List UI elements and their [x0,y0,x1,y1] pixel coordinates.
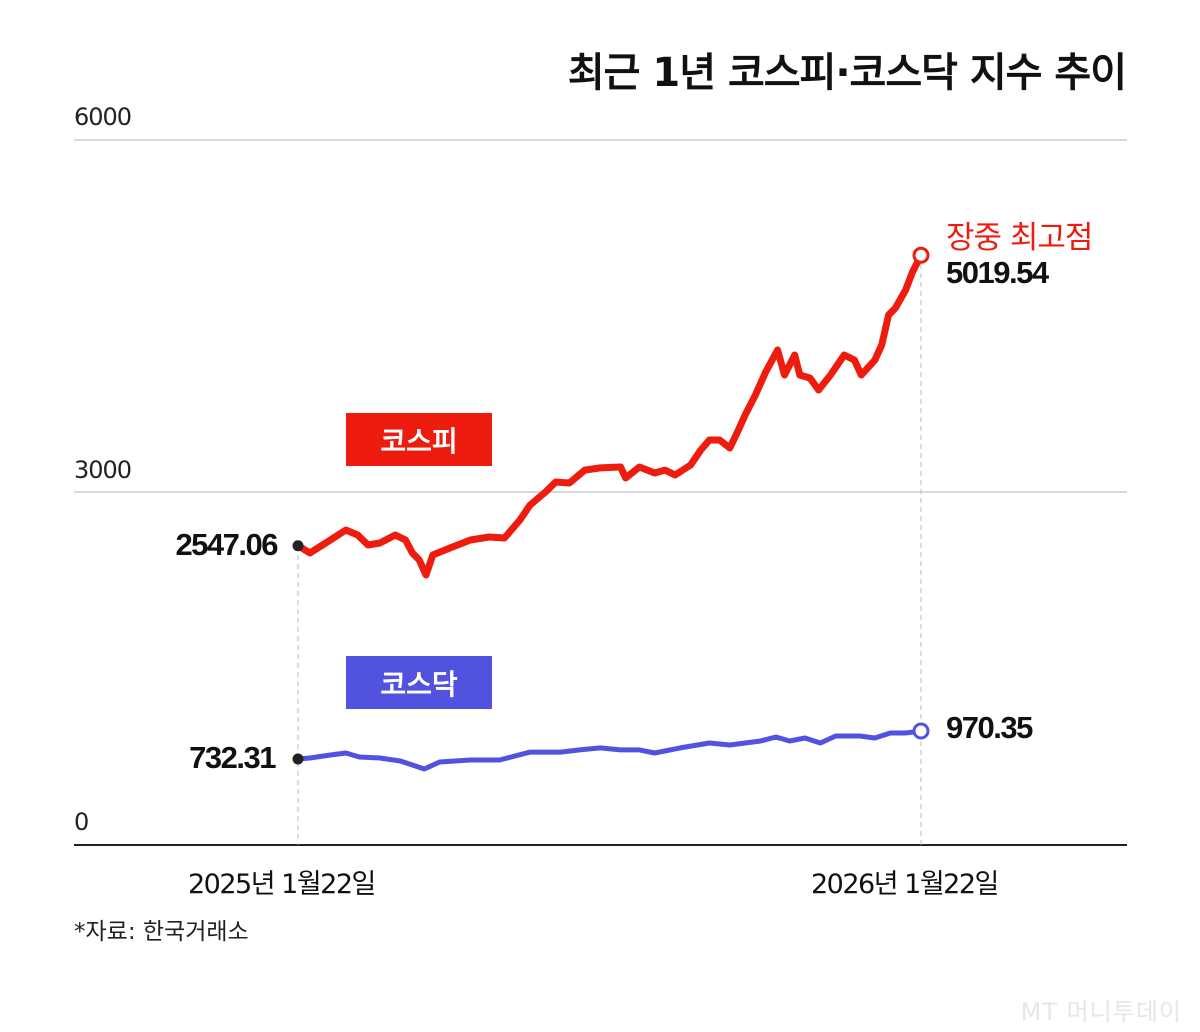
kospi-start-label: 2547.06 [175,527,278,562]
kosdaq-start-point [292,753,304,765]
legend-kospi: 코스피 [346,413,492,466]
kosdaq-line [295,728,924,772]
legend-kosdaq: 코스닥 [346,656,492,709]
kospi-start-point [292,540,304,552]
x-tick-start: 2025년 1월22일 [188,869,376,900]
kosdaq-start-label: 732.31 [189,740,276,775]
x-tick-end: 2026년 1월22일 [811,869,999,900]
y-tick-0: 0 [74,808,89,836]
peak-annotation: 장중 최고점 [946,220,1093,256]
y-tick-3000: 3000 [74,456,132,484]
kospi-line [294,251,925,579]
kosdaq-end-label: 970.35 [946,710,1033,745]
kospi-end-point [912,246,930,264]
y-tick-6000: 6000 [74,103,132,131]
kospi-end-label: 5019.54 [946,255,1049,290]
logo: MT 머니투데이 [1020,998,1182,1026]
kosdaq-end-point [912,722,930,740]
source-note: *자료: 한국거래소 [74,919,249,945]
chart-title: 최근 1년 코스피·코스닥 지수 추이 [567,50,1127,96]
